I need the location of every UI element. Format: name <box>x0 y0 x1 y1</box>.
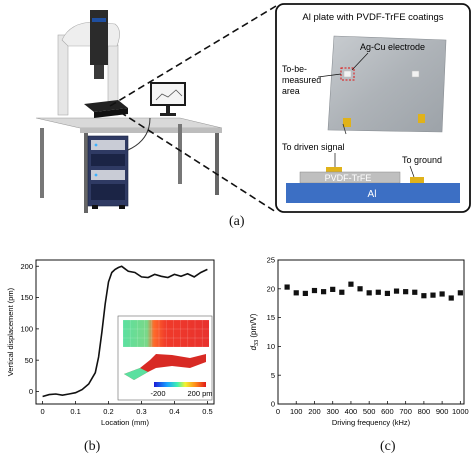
data-point <box>320 289 327 295</box>
plot-frame <box>277 259 465 405</box>
data-point <box>311 287 318 294</box>
x-tick-label: 200 <box>308 407 321 416</box>
y-tick-label: 10 <box>267 342 275 351</box>
data-point <box>384 290 391 297</box>
plot-frame <box>35 259 215 405</box>
data-point <box>348 281 354 287</box>
panel-c-label: (c) <box>380 439 396 454</box>
x-tick-label: 0 <box>276 407 280 416</box>
x-tick-label: 0.2 <box>103 407 113 416</box>
y-tick-label: 0 <box>271 400 275 409</box>
panel-a-figure: Al plate with PVDF-TrFE coatings Ag-Cu e… <box>35 3 471 213</box>
data-point <box>439 291 445 297</box>
y-axis-label: d33 (pm/V) <box>249 313 260 350</box>
displacement-line <box>42 265 208 398</box>
measured-area-label-3: area <box>282 86 300 96</box>
x-tick-label: 0.4 <box>169 407 179 416</box>
surface-profile-low <box>124 368 148 380</box>
data-point <box>412 289 418 295</box>
y-label-sub: 33 <box>254 340 260 346</box>
y-tick-label: 15 <box>267 313 275 322</box>
electrode-label: Ag-Cu electrode <box>360 42 425 52</box>
x-tick-label: 700 <box>399 407 412 416</box>
x-tick-label: 0.5 <box>202 407 212 416</box>
data-point <box>293 290 299 296</box>
data-point <box>357 286 363 292</box>
data-point <box>448 295 454 301</box>
data-point <box>403 289 409 295</box>
y-axis-label: Vertical displacement (pm) <box>6 287 15 376</box>
x-tick-label: 100 <box>290 407 303 416</box>
electrode-right <box>411 70 420 78</box>
colorbar <box>154 382 206 387</box>
driven-signal-label: To driven signal <box>282 142 345 152</box>
data-point <box>366 290 372 296</box>
ground-label: To ground <box>402 155 442 165</box>
x-tick-label: 600 <box>381 407 394 416</box>
measured-area-label-1: To-be- <box>282 64 307 74</box>
d33-chart: 0 100 200 300 400 500 600 700 800 900 1000 0 5 10 15 20… <box>249 256 469 427</box>
data-point <box>302 290 308 297</box>
data-point <box>375 289 381 295</box>
electrode-left <box>343 70 352 78</box>
measured-area-label-2: measured <box>282 75 321 85</box>
zoom-line-top <box>109 5 277 107</box>
x-tick-label: 1000 <box>452 407 469 416</box>
x-tick-label: 400 <box>345 407 358 416</box>
x-tick-label: 0.3 <box>136 407 146 416</box>
displacement-chart: 0 0.1 0.2 0.3 0.4 0.5 0 50 100 150 200 Location (mm… <box>6 259 215 427</box>
scanning-vibrometer-illustration <box>35 10 223 213</box>
data-point <box>284 284 290 290</box>
y-label-main: d <box>249 345 258 350</box>
y-tick-label: 150 <box>20 293 33 302</box>
x-tick-label: 500 <box>363 407 376 416</box>
data-point <box>339 289 345 295</box>
x-tick-label: 0 <box>41 407 45 416</box>
al-label: Al <box>368 189 377 200</box>
pvdf-label: PVDF-TrFE <box>325 173 372 183</box>
al-plate-photo <box>327 35 447 133</box>
x-axis-label: Location (mm) <box>101 418 149 427</box>
x-tick-label: 800 <box>418 407 431 416</box>
ground-tab <box>410 177 424 183</box>
y-tick-label: 50 <box>25 356 33 365</box>
y-tick-label: 20 <box>267 284 275 293</box>
tape-right <box>418 114 425 123</box>
colorbar-max: 200 pm <box>187 389 212 398</box>
y-tick-label: 5 <box>271 371 275 380</box>
scan-map <box>123 320 209 347</box>
x-tick-label: 0.1 <box>70 407 80 416</box>
y-tick-label: 200 <box>20 262 33 271</box>
colorbar-min: -200 <box>150 389 165 398</box>
data-point <box>457 290 463 296</box>
panel-b-label: (b) <box>84 439 101 454</box>
x-tick-label: 300 <box>326 407 339 416</box>
data-point <box>393 288 400 294</box>
al-substrate-layer <box>286 183 460 203</box>
zoom-line-bottom <box>119 111 277 213</box>
panel-a: Al plate with PVDF-TrFE coatings Ag-Cu e… <box>35 3 471 229</box>
x-axis-label: Driving frequency (kHz) <box>332 418 411 427</box>
y-label-unit: (pm/V) <box>249 313 258 340</box>
x-tick-label: 900 <box>436 407 449 416</box>
panel-b: 0 0.1 0.2 0.3 0.4 0.5 0 50 100 150 200 Location (mm… <box>0 240 232 460</box>
data-point <box>421 293 427 299</box>
data-point <box>330 286 336 292</box>
tape-left <box>343 118 351 127</box>
y-tick-label: 25 <box>267 256 275 265</box>
y-tick-label: 0 <box>29 387 33 396</box>
inset-title: Al plate with PVDF-TrFE coatings <box>302 12 443 23</box>
data-point <box>430 292 436 298</box>
driven-tab <box>326 167 342 173</box>
panel-a-label: (a) <box>229 214 245 229</box>
panel-c: 0 100 200 300 400 500 600 700 800 900 1000 0 5 10 15 20… <box>238 240 474 460</box>
y-tick-label: 100 <box>20 324 33 333</box>
